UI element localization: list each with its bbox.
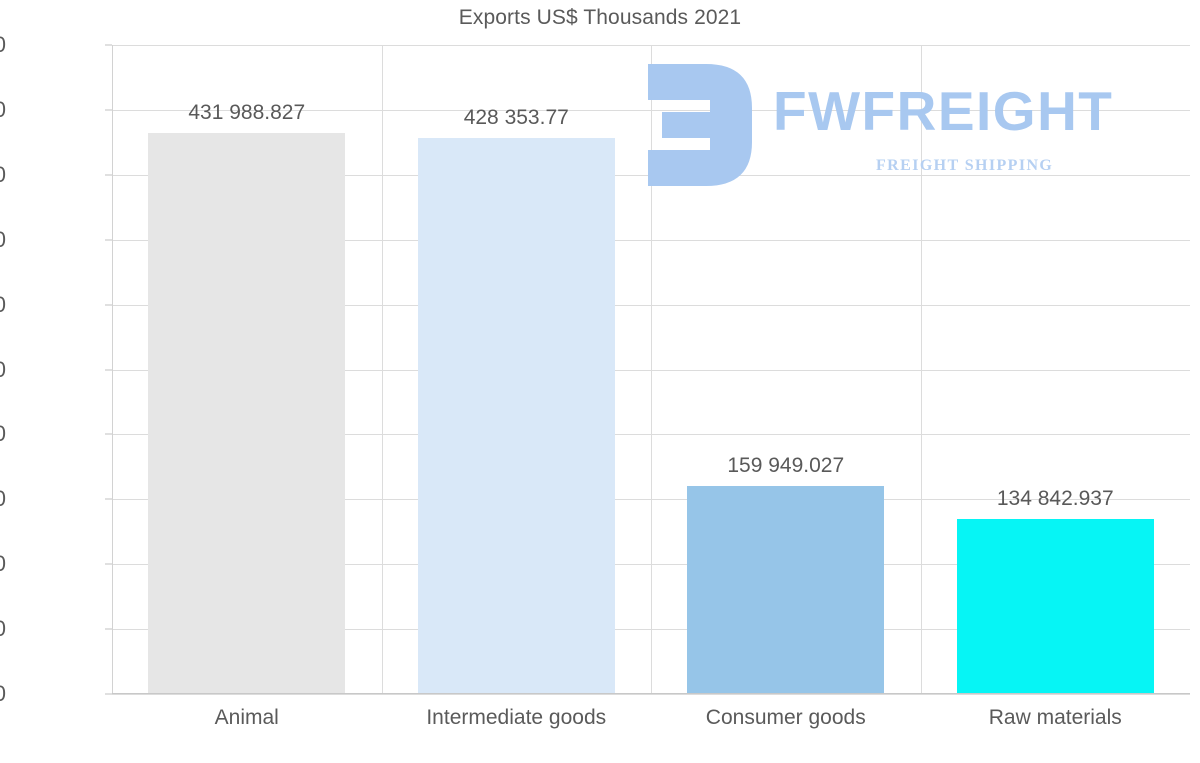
y-axis-tick-mark [105, 628, 112, 630]
bar-raw-materials[interactable] [956, 518, 1154, 694]
x-axis-line [112, 693, 1190, 694]
y-axis-tick-mark [105, 304, 112, 306]
bar-value-label: 428 353.77 [463, 105, 569, 129]
plot-area [112, 45, 1190, 695]
bar-intermediate-goods[interactable] [417, 138, 615, 694]
y-axis-tick-mark [105, 498, 112, 500]
gridline-x [381, 45, 383, 694]
y-axis-tick-mark [105, 239, 112, 241]
gridline-x [651, 45, 652, 694]
y-axis-tick-label: 50 000 [0, 616, 6, 642]
gridline-x [920, 45, 922, 694]
bar-value-label: 159 949.027 [727, 454, 845, 478]
x-axis-tick-label: Animal [214, 706, 279, 729]
x-axis-tick-label: Consumer goods [705, 706, 866, 729]
y-axis-tick-mark [105, 44, 112, 46]
bar-consumer-goods[interactable] [687, 486, 885, 694]
y-axis-tick-label: 0 [0, 681, 6, 707]
y-axis-tick-label: 100 000 [0, 551, 6, 577]
y-axis-tick-label: 200 000 [0, 421, 6, 447]
y-axis-tick-label: 500 000 [0, 32, 6, 58]
bar-value-label: 431 988.827 [188, 101, 306, 125]
y-axis-tick-label: 250 000 [0, 357, 6, 383]
y-axis-tick-label: 350 000 [0, 227, 6, 253]
y-axis-tick-label: 150 000 [0, 486, 6, 512]
y-axis-tick-label: 400 000 [0, 162, 6, 188]
gridline-y [112, 694, 1190, 695]
y-axis-tick-mark [105, 693, 112, 695]
y-axis-line [112, 45, 113, 694]
y-axis-tick-mark [105, 433, 112, 435]
chart-title: Exports US$ Thousands 2021 [458, 6, 742, 29]
x-axis-tick-label: Raw materials [988, 706, 1122, 729]
bar-value-label: 134 842.937 [996, 486, 1114, 510]
y-axis-tick-mark [105, 174, 112, 176]
y-axis-tick-mark [105, 109, 112, 111]
x-axis-tick-label: Intermediate goods [426, 706, 607, 729]
y-axis-tick-mark [105, 563, 112, 565]
bar-animal[interactable] [148, 133, 346, 694]
y-axis-tick-label: 300 000 [0, 292, 6, 318]
y-axis-tick-mark [105, 369, 112, 370]
y-axis-tick-label: 450 000 [0, 97, 6, 123]
